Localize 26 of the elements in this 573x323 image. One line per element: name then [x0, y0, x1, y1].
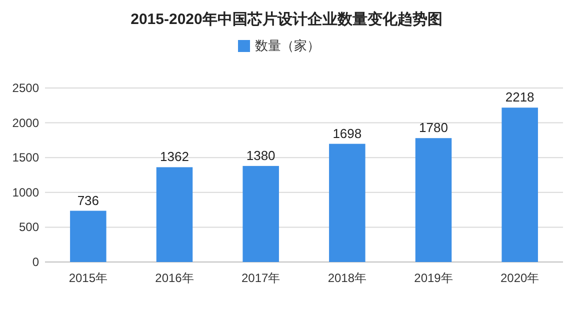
- data-label: 1380: [246, 148, 276, 163]
- bar: [415, 138, 452, 262]
- data-label: 1362: [160, 149, 189, 164]
- bar: [156, 167, 193, 262]
- x-tick-label: 2019年: [414, 271, 453, 285]
- x-tick-label: 2015年: [68, 271, 108, 285]
- x-tick-label: 2020年: [500, 271, 540, 285]
- x-tick-label: 2018年: [328, 271, 367, 285]
- y-tick-label: 500: [18, 220, 40, 234]
- data-label: 2218: [505, 90, 534, 105]
- chart-title: 2015-2020年中国芯片设计企业数量变化趋势图: [130, 10, 442, 28]
- y-tick-label: 0: [32, 255, 40, 269]
- legend-label: 数量（家）: [255, 38, 320, 53]
- data-label: 1698: [332, 126, 362, 141]
- bar: [329, 144, 366, 262]
- y-tick-label: 2500: [12, 81, 40, 95]
- bar: [502, 108, 538, 262]
- data-label: 1780: [419, 120, 448, 136]
- y-tick-label: 2000: [12, 116, 40, 130]
- y-tick-label: 1000: [12, 185, 40, 200]
- bar: [242, 166, 279, 262]
- bar: [70, 210, 106, 262]
- x-tick-label: 2016年: [155, 271, 194, 285]
- y-tick-label: 1500: [12, 150, 40, 165]
- data-label: 736: [77, 192, 100, 208]
- x-tick-label: 2017年: [241, 271, 280, 285]
